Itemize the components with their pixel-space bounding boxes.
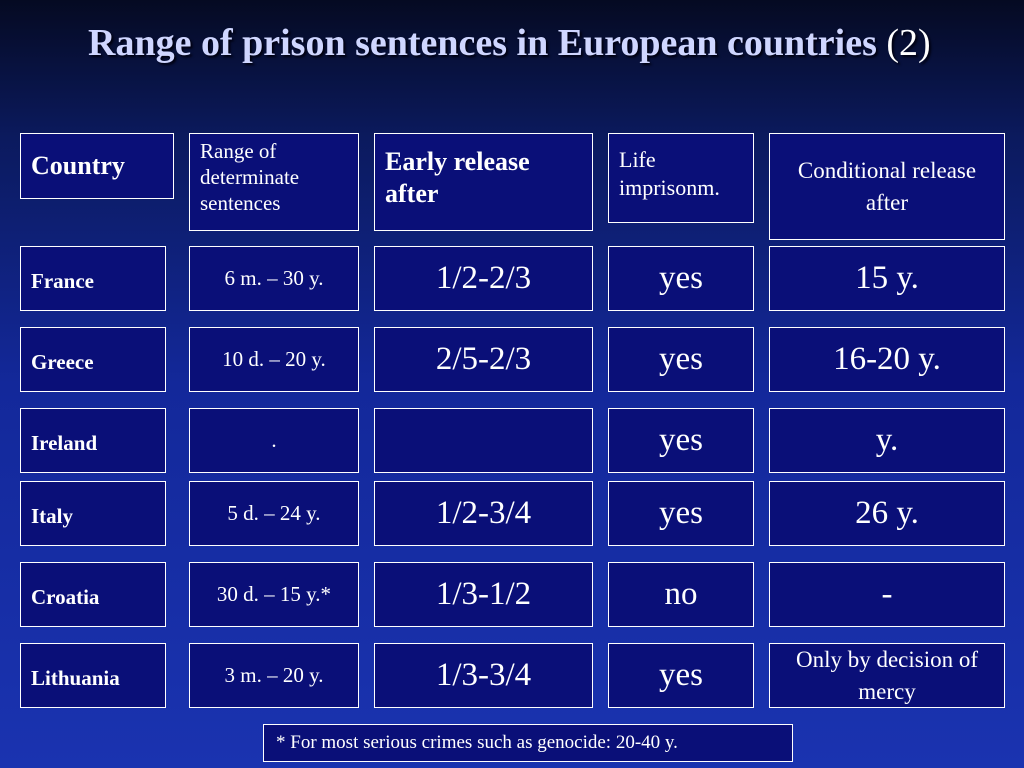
conditional-value: Only by decision of mercy [795,646,979,704]
row-ireland-early [374,408,593,473]
conditional-value: 15 y. [855,260,919,296]
life-value: no [664,576,698,612]
conditional-value: 26 y. [855,495,919,531]
row-croatia-conditional: - [769,562,1005,627]
early-value: 1/2-3/4 [435,495,532,531]
row-france-early: 1/2-2/3 [374,246,593,311]
row-italy-early: 1/2-3/4 [374,481,593,546]
row-france-range: 6 m. – 30 y. [189,246,359,311]
header-early-label: Early release after [385,147,530,208]
footnote-text: * For most serious crimes such as genoci… [276,732,678,753]
header-conditional: Conditional release after [769,133,1005,240]
life-value: yes [659,341,703,377]
life-value: yes [659,260,703,296]
country-label: France [31,269,94,293]
row-greece-early: 2/5-2/3 [374,327,593,392]
title-suffix: (2) [886,22,931,64]
conditional-value: y. [875,422,899,458]
row-italy-range: 5 d. – 24 y. [189,481,359,546]
row-lithuania-country: Lithuania [20,643,166,708]
row-croatia-country: Croatia [20,562,166,627]
row-lithuania-conditional: Only by decision of mercy [769,643,1005,708]
early-value: 1/2-2/3 [435,260,532,296]
early-value: 1/3-1/2 [435,576,532,612]
header-life-label: Life imprisonm. [619,147,720,200]
life-value: yes [659,657,703,693]
row-lithuania-life: yes [608,643,754,708]
row-italy-country: Italy [20,481,166,546]
life-value: yes [659,422,703,458]
range-value: . [271,428,277,452]
row-ireland-country: Ireland [20,408,166,473]
footnote: * For most serious crimes such as genoci… [263,724,793,762]
row-ireland-conditional: y. [769,408,1005,473]
header-country-label: Country [31,151,125,180]
header-range: Range of determinate sentences [189,133,359,231]
row-lithuania-early: 1/3-3/4 [374,643,593,708]
row-france-life: yes [608,246,754,311]
row-greece-life: yes [608,327,754,392]
country-label: Italy [31,504,73,528]
header-early: Early release after [374,133,593,231]
row-italy-conditional: 26 y. [769,481,1005,546]
early-value: 2/5-2/3 [435,341,532,377]
row-lithuania-range: 3 m. – 20 y. [189,643,359,708]
row-greece-conditional: 16-20 y. [769,327,1005,392]
conditional-value: - [881,576,893,612]
early-value: 1/3-3/4 [435,657,532,693]
range-value: 10 d. – 20 y. [222,347,326,371]
country-label: Ireland [31,431,98,455]
range-value: 6 m. – 30 y. [224,266,324,290]
life-value: yes [659,495,703,531]
page-title: Range of prison sentences in European co… [88,20,968,66]
row-croatia-life: no [608,562,754,627]
row-greece-range: 10 d. – 20 y. [189,327,359,392]
country-label: Greece [31,350,94,374]
row-ireland-range: . [189,408,359,473]
row-ireland-life: yes [608,408,754,473]
header-country: Country [20,133,174,199]
range-value: 3 m. – 20 y. [224,663,324,687]
country-label: Lithuania [31,666,120,690]
range-value: 5 d. – 24 y. [227,501,321,525]
range-value: 30 d. – 15 y.* [216,582,332,606]
row-france-conditional: 15 y. [769,246,1005,311]
title-text: Range of prison sentences in European co… [88,22,877,64]
row-croatia-range: 30 d. – 15 y.* [189,562,359,627]
row-france-country: France [20,246,166,311]
row-greece-country: Greece [20,327,166,392]
header-life: Life imprisonm. [608,133,754,223]
country-label: Croatia [31,585,100,609]
header-conditional-label: Conditional release after [797,157,977,215]
row-croatia-early: 1/3-1/2 [374,562,593,627]
conditional-value: 16-20 y. [833,341,941,377]
header-range-label: Range of determinate sentences [200,139,300,215]
row-italy-life: yes [608,481,754,546]
